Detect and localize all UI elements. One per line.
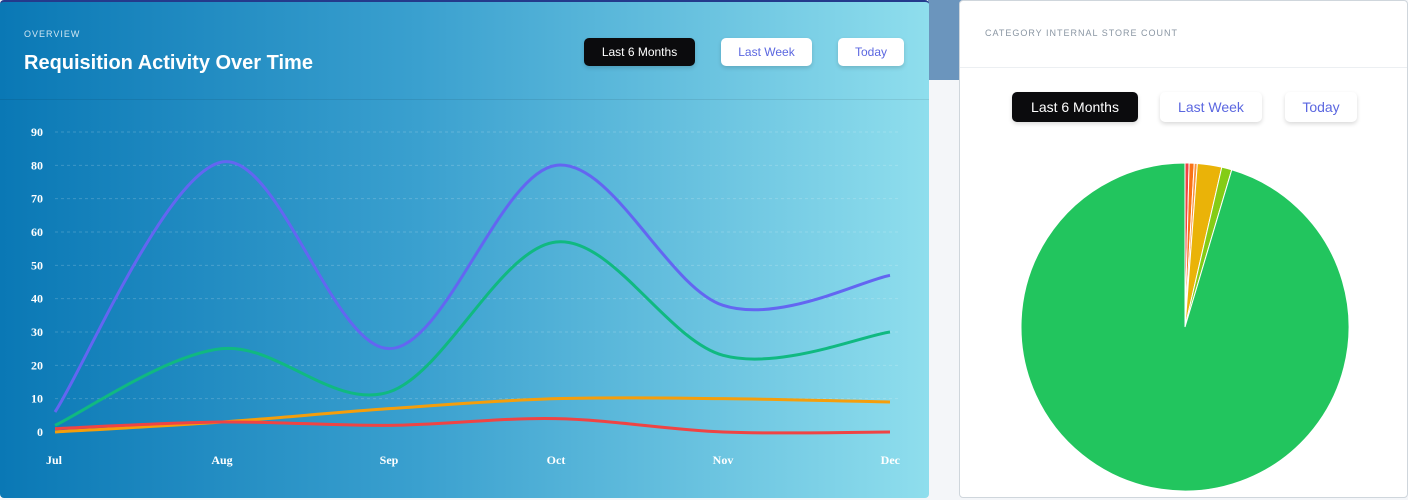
y-tick-label: 50 <box>31 258 43 272</box>
pie-slice-6[interactable] <box>1020 162 1350 492</box>
today-button[interactable]: Today <box>1285 92 1357 122</box>
x-tick-label: Sep <box>380 453 399 467</box>
y-tick-label: 20 <box>31 358 43 372</box>
y-tick-label: 10 <box>31 392 43 406</box>
y-tick-label: 0 <box>37 425 43 439</box>
last-week-button[interactable]: Last Week <box>1160 92 1262 122</box>
pie-chart <box>1020 162 1350 492</box>
category-card: CATEGORY INTERNAL STORE COUNT Last 6 Mon… <box>959 0 1408 498</box>
card-title: CATEGORY INTERNAL STORE COUNT <box>985 28 1179 38</box>
card-title: Requisition Activity Over Time <box>24 52 313 74</box>
line-chart: 0 10 20 30 40 50 60 70 80 90 Jul Aug Sep Oct Nov Dec <box>31 125 901 467</box>
series-line-3 <box>54 396 891 434</box>
y-tick-label: 90 <box>31 125 43 139</box>
series-line-4 <box>54 417 891 435</box>
x-tick-label: Aug <box>211 453 232 467</box>
x-tick-label: Dec <box>881 453 901 467</box>
last-6-months-button[interactable]: Last 6 Months <box>1012 92 1138 122</box>
y-tick-label: 60 <box>31 225 43 239</box>
last-6-months-button[interactable]: Last 6 Months <box>584 38 695 66</box>
last-week-button[interactable]: Last Week <box>721 38 812 66</box>
series-line-2 <box>54 240 891 427</box>
today-button[interactable]: Today <box>838 38 904 66</box>
divider <box>960 67 1407 68</box>
y-tick-label: 30 <box>31 325 43 339</box>
y-tick-label: 80 <box>31 158 43 172</box>
y-tick-label: 40 <box>31 292 43 306</box>
x-tick-label: Oct <box>547 453 566 467</box>
y-tick-label: 70 <box>31 192 43 206</box>
activity-card: OVERVIEW Requisition Activity Over Time … <box>0 0 929 498</box>
x-tick-label: Nov <box>713 453 734 467</box>
x-tick-label: Jul <box>46 453 63 467</box>
divider <box>0 99 929 100</box>
series-line-1 <box>53 160 891 413</box>
overline: OVERVIEW <box>24 29 81 39</box>
